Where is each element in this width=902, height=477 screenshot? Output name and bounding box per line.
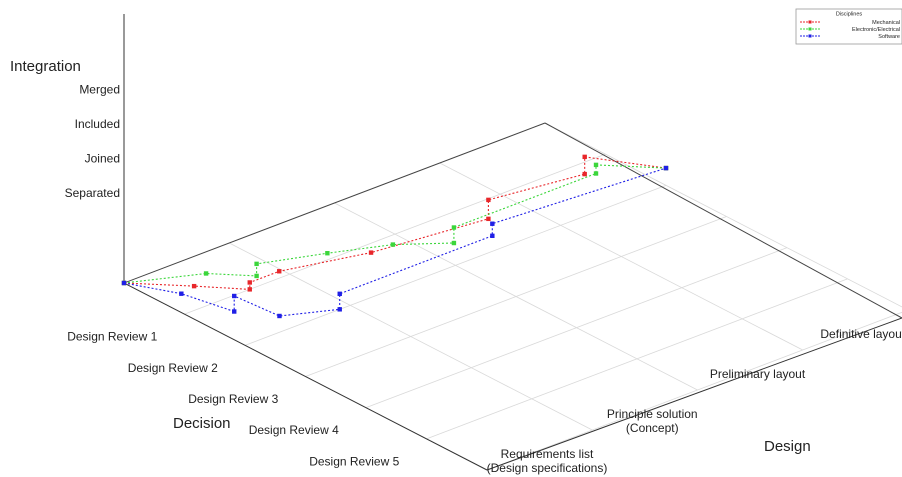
data-point bbox=[486, 197, 491, 203]
data-point bbox=[593, 171, 599, 176]
z-axis-title: Integration bbox=[10, 58, 81, 75]
grid-line bbox=[334, 202, 698, 391]
y-tick-label: Design Review 3 bbox=[188, 392, 278, 406]
data-point bbox=[490, 233, 495, 239]
x-axis-title: Design bbox=[764, 438, 811, 455]
axes bbox=[123, 14, 902, 471]
series-line bbox=[123, 156, 667, 290]
data-point bbox=[254, 273, 259, 279]
data-point bbox=[232, 293, 237, 299]
decision-axis bbox=[123, 282, 488, 471]
series-line bbox=[123, 167, 667, 317]
x-tick-label: Requirements list bbox=[501, 447, 594, 461]
data-point bbox=[486, 216, 491, 222]
data-point bbox=[368, 250, 374, 255]
series-line bbox=[123, 164, 667, 284]
data-point bbox=[121, 280, 127, 286]
z-tick-label: Separated bbox=[65, 186, 120, 200]
legend-label: Mechanical bbox=[872, 20, 900, 26]
data-point bbox=[203, 271, 209, 276]
grid-line bbox=[229, 242, 593, 431]
data-point bbox=[191, 283, 197, 289]
y-axis-title: Decision bbox=[173, 415, 231, 432]
data-point bbox=[232, 309, 237, 314]
data-point bbox=[179, 291, 184, 296]
data-point bbox=[490, 221, 495, 226]
z-tick-label: Included bbox=[75, 117, 120, 131]
y-tick-label: Design Review 1 bbox=[67, 330, 157, 344]
data-point bbox=[390, 242, 396, 247]
floor-right-edge bbox=[544, 122, 902, 319]
x-tick-label: (Design specifications) bbox=[487, 461, 608, 475]
design-axis bbox=[486, 317, 902, 471]
data-point bbox=[582, 171, 587, 177]
x-tick-label: Definitive layout bbox=[820, 327, 902, 341]
data-point bbox=[337, 307, 342, 312]
axis-ticks: Separated Joined Included Merged Design Revi… bbox=[65, 83, 902, 476]
x-tick-label: (Concept) bbox=[626, 421, 679, 435]
data-point bbox=[247, 280, 252, 285]
data-point bbox=[254, 261, 259, 267]
data-point bbox=[663, 165, 669, 171]
data-point bbox=[582, 154, 587, 160]
legend-title: Disciplines bbox=[836, 12, 863, 18]
floor-back-edge bbox=[123, 122, 546, 284]
y-tick-label: Design Review 4 bbox=[249, 423, 339, 437]
x-tick-label: Principle solution bbox=[607, 407, 698, 421]
legend-marker bbox=[808, 34, 812, 38]
floor-grid bbox=[184, 122, 902, 471]
data-point bbox=[277, 269, 282, 274]
series-lines bbox=[121, 154, 669, 319]
data-point bbox=[247, 287, 252, 292]
data-point bbox=[451, 240, 457, 246]
legend-label: Electronic/Electrical bbox=[852, 27, 900, 33]
data-point bbox=[277, 313, 282, 319]
grid-line bbox=[544, 122, 902, 308]
legend: Disciplines MechanicalElectronic/Electri… bbox=[795, 8, 902, 45]
data-point bbox=[325, 251, 330, 256]
x-tick-label: Preliminary layout bbox=[710, 367, 806, 381]
data-point bbox=[593, 162, 599, 168]
legend-box bbox=[795, 8, 902, 45]
z-tick-label: Joined bbox=[85, 152, 120, 166]
y-tick-label: Design Review 2 bbox=[128, 361, 218, 375]
legend-marker bbox=[808, 20, 812, 24]
data-point bbox=[451, 225, 457, 230]
legend-marker bbox=[808, 27, 812, 31]
z-tick-label: Merged bbox=[79, 83, 120, 97]
legend-label: Software bbox=[878, 34, 900, 40]
data-point bbox=[337, 291, 342, 297]
grid-line bbox=[439, 162, 803, 351]
y-tick-label: Design Review 5 bbox=[309, 454, 399, 468]
